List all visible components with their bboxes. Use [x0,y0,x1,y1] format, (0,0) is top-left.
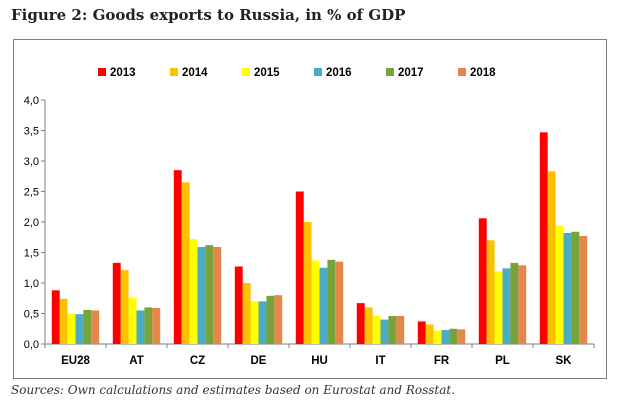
bar-hu-2016 [319,267,328,344]
bar-sk-2017 [571,231,580,344]
bar-cz-2016 [197,247,206,344]
bar-pl-2017 [510,262,519,344]
bar-sk-2013 [539,132,548,344]
bar-fr-2018 [457,329,466,344]
x-tick-label: SK [556,355,573,367]
x-tick-label: CZ [190,355,205,367]
bar-pl-2014 [486,240,495,344]
y-tick-label: 3,5 [24,126,39,138]
y-tick-label: 4,0 [24,95,39,107]
bar-it-2015 [372,315,381,344]
bar-de-2018 [274,295,283,344]
bar-at-2016 [136,310,145,344]
legend-label-2013: 2013 [110,67,136,79]
y-tick-label: 0,5 [24,309,39,321]
bar-de-2017 [266,295,275,344]
bar-it-2014 [364,307,373,344]
x-tick-label: EU28 [61,355,90,367]
bar-fr-2014 [425,324,434,344]
bar-de-2014 [242,283,251,344]
bar-hu-2015 [311,260,320,344]
legend-swatch-2015 [242,68,250,76]
bar-sk-2014 [547,171,556,344]
bar-de-2016 [258,301,267,344]
x-tick-label: DE [251,355,267,367]
y-tick-label: 3,0 [24,156,39,168]
y-tick-label: 1,5 [24,248,39,260]
x-tick-label: AT [129,355,143,367]
chart-frame: 2013 2014 2015 2016 2017 2018 0,0 0,5 1,0 1,5 2,0… [13,39,607,379]
x-tick-label: FR [434,355,450,367]
bar-cz-2017 [205,245,214,344]
bar-fr-2013 [417,321,426,344]
bar-de-2015 [250,301,259,344]
legend-label-2018: 2018 [470,67,496,79]
bar-de-2013 [234,266,243,344]
bar-fr-2016 [441,329,450,344]
tick-labels: 0,0 0,5 1,0 1,5 2,0 2,5 3,0 3,5 4,0 EU28 AT CZ DE HU I… [24,95,572,367]
bar-pl-2015 [494,271,503,344]
legend-label-2015: 2015 [254,67,280,79]
bar-eu28-2015 [67,313,76,344]
bars [51,132,588,344]
bar-at-2018 [152,308,161,344]
bar-eu28-2018 [91,310,100,344]
legend: 2013 2014 2015 2016 2017 2018 [98,67,496,79]
legend-swatch-2013 [98,68,106,76]
bar-eu28-2016 [75,314,84,344]
legend-label-2017: 2017 [398,67,424,79]
bar-cz-2013 [173,170,182,344]
legend-label-2016: 2016 [326,67,352,79]
x-tick-label: HU [311,355,328,367]
legend-swatch-2018 [458,68,466,76]
x-tick-label: IT [375,355,385,367]
y-tick-label: 2,5 [24,187,39,199]
bar-it-2018 [396,315,405,344]
bar-hu-2017 [327,259,336,344]
y-tick-label: 1,0 [24,278,39,290]
bar-cz-2015 [189,239,198,344]
bar-pl-2013 [478,218,487,344]
bar-at-2013 [112,262,121,344]
legend-swatch-2014 [170,68,178,76]
bar-cz-2014 [181,182,190,344]
bar-cz-2018 [213,247,222,344]
legend-label-2014: 2014 [182,67,208,79]
bar-pl-2016 [502,268,511,344]
bar-fr-2017 [449,328,458,344]
bar-at-2015 [128,297,137,344]
bar-sk-2016 [563,232,572,344]
bar-fr-2015 [433,330,442,344]
figure-title: Figure 2: Goods exports to Russia, in % … [11,6,406,24]
bar-at-2014 [120,270,129,344]
y-tick-label: 2,0 [24,217,39,229]
bar-sk-2018 [579,236,588,344]
x-tick-label: PL [495,355,510,367]
bar-it-2017 [388,315,397,344]
figure-source: Sources: Own calculations and estimates … [11,383,456,397]
bar-it-2016 [380,319,389,344]
bar-it-2013 [356,303,365,344]
bar-hu-2018 [335,261,344,344]
bar-hu-2013 [295,191,304,344]
bar-eu28-2017 [83,309,92,344]
bar-chart: 2013 2014 2015 2016 2017 2018 0,0 0,5 1,0 1,5 2,0… [24,67,595,367]
bar-sk-2015 [555,225,564,344]
bar-pl-2018 [518,265,527,344]
bar-hu-2014 [303,222,312,344]
bar-at-2017 [144,307,153,344]
bar-eu28-2013 [51,290,60,344]
legend-swatch-2016 [314,68,322,76]
y-tick-label: 0,0 [24,339,39,351]
bar-eu28-2014 [59,298,68,344]
legend-swatch-2017 [386,68,394,76]
